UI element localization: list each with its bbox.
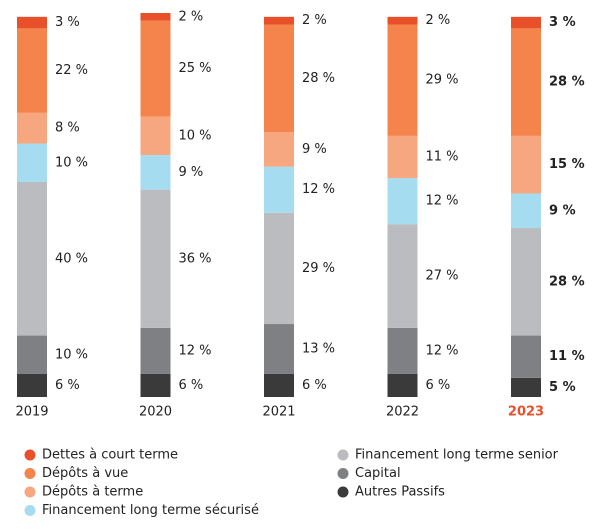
bar-segment	[140, 116, 171, 156]
bar-segment	[264, 373, 294, 397]
value-label: 12 %	[179, 343, 212, 358]
value-label: 12 %	[426, 194, 459, 209]
bar-segment	[387, 135, 418, 179]
value-label: 10 %	[55, 347, 88, 362]
bar-segment	[17, 28, 47, 113]
legend-marker	[24, 486, 36, 498]
value-label: 29 %	[302, 261, 335, 276]
value-label: 27 %	[426, 269, 459, 284]
value-label: 3 %	[55, 15, 80, 30]
bar-segment	[17, 112, 47, 144]
bar-segment	[387, 178, 418, 225]
value-label: 6 %	[426, 378, 451, 393]
value-label: 10 %	[55, 155, 88, 170]
legend-marker	[337, 449, 349, 461]
value-label: 15 %	[549, 157, 585, 172]
value-label: 40 %	[55, 251, 88, 266]
bar-segment	[264, 24, 294, 133]
value-label: 10 %	[179, 128, 212, 143]
bar-segment	[140, 20, 171, 117]
bar-segment	[17, 16, 47, 29]
value-label: 22 %	[55, 63, 88, 78]
bar-segment	[387, 373, 418, 397]
bar-segment	[264, 324, 294, 374]
legend-marker	[24, 449, 36, 461]
value-label: 9 %	[549, 203, 576, 218]
legend-marker	[337, 486, 349, 498]
bar-segment	[511, 335, 541, 378]
x-tick-label: 2020	[139, 405, 172, 420]
value-label: 13 %	[302, 342, 335, 357]
value-label: 3 %	[549, 15, 576, 30]
legend-marker	[24, 505, 36, 516]
value-label: 12 %	[302, 182, 335, 197]
value-label: 6 %	[179, 378, 204, 393]
legend-label: Financement long terme sécurisé	[42, 503, 259, 518]
value-label: 29 %	[426, 73, 459, 88]
value-label: 2 %	[426, 13, 451, 28]
bar-segment	[264, 132, 294, 167]
legend-label: Autres Passifs	[355, 485, 445, 500]
x-tick-label: 2022	[386, 405, 419, 420]
bar-segment	[511, 377, 541, 397]
legend-label: Financement long terme senior	[355, 448, 559, 463]
value-label: 5 %	[549, 380, 576, 395]
value-label: 6 %	[302, 378, 327, 393]
legend-label: Capital	[355, 466, 401, 481]
value-label: 11 %	[426, 150, 459, 165]
value-label: 2 %	[179, 9, 204, 24]
bar-segment	[387, 16, 418, 25]
legend-label: Dettes à court terme	[42, 448, 178, 463]
x-tick-label: 2019	[15, 405, 48, 420]
legend-label: Dépôts à vue	[42, 466, 128, 481]
bar-segment	[264, 16, 294, 25]
bar-segment	[140, 373, 171, 397]
bar-segment	[511, 16, 541, 29]
value-label: 28 %	[549, 75, 585, 90]
bar-segment	[387, 327, 418, 374]
value-label: 6 %	[55, 378, 80, 393]
legend-label: Dépôts à terme	[42, 485, 143, 500]
legend-marker	[24, 468, 36, 479]
bar-segment	[17, 373, 47, 397]
value-label: 28 %	[549, 274, 585, 289]
value-label: 9 %	[302, 142, 327, 157]
bar-segment	[511, 193, 541, 229]
value-label: 12 %	[426, 343, 459, 358]
bar-segment	[140, 189, 171, 328]
bar-segment	[387, 24, 418, 136]
bar-segment	[17, 143, 47, 182]
value-label: 8 %	[55, 121, 80, 136]
legend-marker	[337, 468, 349, 479]
x-tick-label: 2023	[508, 405, 544, 420]
value-label: 2 %	[302, 13, 327, 28]
bar-segment	[140, 327, 171, 374]
bar-segment	[17, 181, 47, 336]
value-label: 36 %	[179, 251, 212, 266]
bar-segment	[387, 224, 418, 328]
x-tick-label: 2021	[262, 405, 295, 420]
value-label: 25 %	[179, 61, 212, 76]
bar-segment	[140, 13, 171, 21]
value-label: 11 %	[549, 349, 585, 364]
bar-segment	[511, 135, 541, 194]
bar-segment	[511, 228, 541, 336]
bar-segment	[264, 166, 294, 213]
bar-segment	[17, 335, 47, 374]
bar-segment	[511, 28, 541, 136]
value-label: 9 %	[179, 165, 204, 180]
value-label: 28 %	[302, 71, 335, 86]
bar-segment	[140, 155, 171, 190]
bar-segment	[264, 212, 294, 325]
